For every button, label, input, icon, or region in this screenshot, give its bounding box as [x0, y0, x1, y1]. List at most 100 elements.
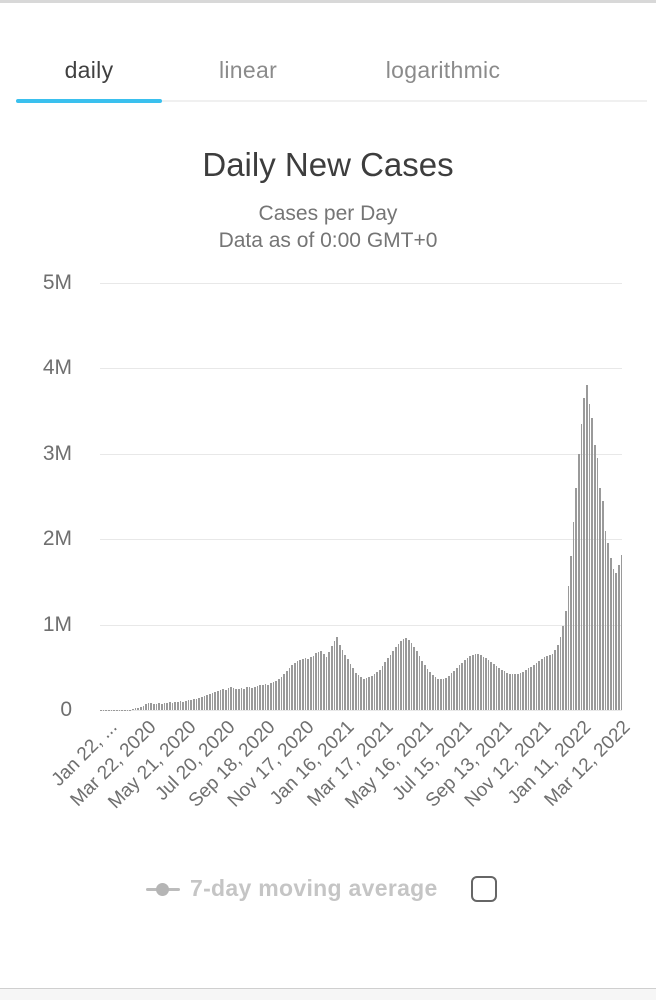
y-axis-label: 5M [42, 271, 72, 294]
bar [362, 678, 365, 710]
bar [474, 653, 477, 710]
bar [240, 687, 243, 710]
bar [463, 660, 466, 710]
bar [169, 702, 171, 710]
bar [208, 693, 211, 710]
bar [349, 664, 352, 710]
bar [429, 672, 432, 710]
bar [309, 657, 312, 710]
gridline [100, 368, 622, 370]
y-axis-label: 3M [42, 441, 72, 465]
y-axis-label: 2M [42, 527, 72, 551]
bar [384, 662, 386, 710]
bar [378, 669, 381, 710]
bar [514, 674, 517, 710]
bar [227, 687, 230, 710]
bar [501, 669, 503, 710]
bar [575, 487, 578, 710]
bar [145, 704, 147, 710]
bar [511, 674, 514, 710]
bar [200, 696, 203, 710]
bar [285, 671, 288, 710]
bar [437, 678, 439, 710]
bar [445, 677, 447, 710]
bar [339, 645, 341, 710]
tab-logarithmic-label: logarithmic [385, 56, 501, 83]
bar [381, 666, 384, 710]
bar [267, 684, 269, 710]
bar [256, 686, 259, 710]
bar [288, 667, 291, 710]
bar [617, 564, 620, 710]
bar [503, 671, 506, 710]
bar [495, 666, 498, 710]
bar [163, 702, 166, 710]
moving-average-checkbox[interactable] [471, 876, 497, 902]
bar [538, 660, 540, 710]
legend-label: 7-day moving average [190, 875, 438, 901]
bar [594, 445, 596, 710]
bar [291, 665, 293, 710]
bar [586, 385, 588, 710]
bar [299, 659, 301, 710]
bar [214, 692, 216, 710]
bar [602, 500, 604, 710]
bar [328, 651, 331, 710]
legend: 7-day moving average [0, 872, 656, 908]
bar [424, 664, 426, 710]
bar [235, 688, 238, 710]
bar [248, 686, 251, 710]
bar [421, 660, 424, 710]
bar [171, 703, 174, 710]
bar [177, 701, 179, 710]
bar [182, 702, 184, 710]
bar [397, 644, 400, 710]
bar [405, 637, 408, 710]
bar [301, 659, 304, 710]
bar [203, 696, 206, 710]
bar [498, 668, 501, 710]
bar [293, 663, 296, 710]
bar [137, 707, 139, 710]
bar [522, 671, 524, 710]
bar [150, 702, 153, 710]
bar [556, 645, 559, 710]
bar [238, 689, 240, 710]
bar [161, 703, 163, 710]
bar [567, 586, 570, 710]
bar [373, 674, 376, 710]
bar [272, 681, 275, 710]
bar [166, 703, 169, 710]
tab-logarithmic[interactable]: logarithmic [334, 40, 552, 100]
bar [219, 690, 222, 710]
bar [607, 543, 609, 710]
bar [578, 453, 580, 710]
bar [408, 639, 410, 710]
bar [540, 658, 543, 710]
bar [264, 683, 267, 710]
tab-daily[interactable]: daily [16, 40, 162, 103]
bar [323, 653, 325, 710]
bar [506, 672, 509, 710]
bar [596, 458, 599, 710]
bar [416, 651, 418, 710]
bar [570, 556, 572, 710]
bar [312, 655, 315, 710]
bar [610, 558, 612, 710]
bar [389, 654, 392, 710]
top-divider [0, 0, 656, 3]
bar [190, 699, 192, 710]
tab-linear[interactable]: linear [162, 40, 334, 100]
bar [455, 667, 458, 710]
bar [142, 705, 145, 710]
bar [410, 642, 413, 710]
bar [251, 687, 254, 710]
y-axis-label: 1M [42, 612, 72, 636]
bar [131, 709, 134, 710]
bar [469, 656, 471, 710]
bar [341, 650, 344, 710]
bar [543, 656, 546, 710]
bar [211, 692, 214, 710]
gridline [100, 453, 622, 455]
